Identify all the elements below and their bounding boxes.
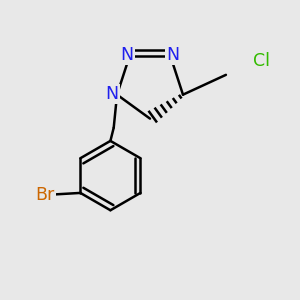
Text: N: N: [106, 85, 118, 103]
Text: Br: Br: [35, 186, 55, 204]
Text: N: N: [167, 46, 180, 64]
Text: Cl: Cl: [253, 52, 270, 70]
Text: N: N: [120, 46, 134, 64]
